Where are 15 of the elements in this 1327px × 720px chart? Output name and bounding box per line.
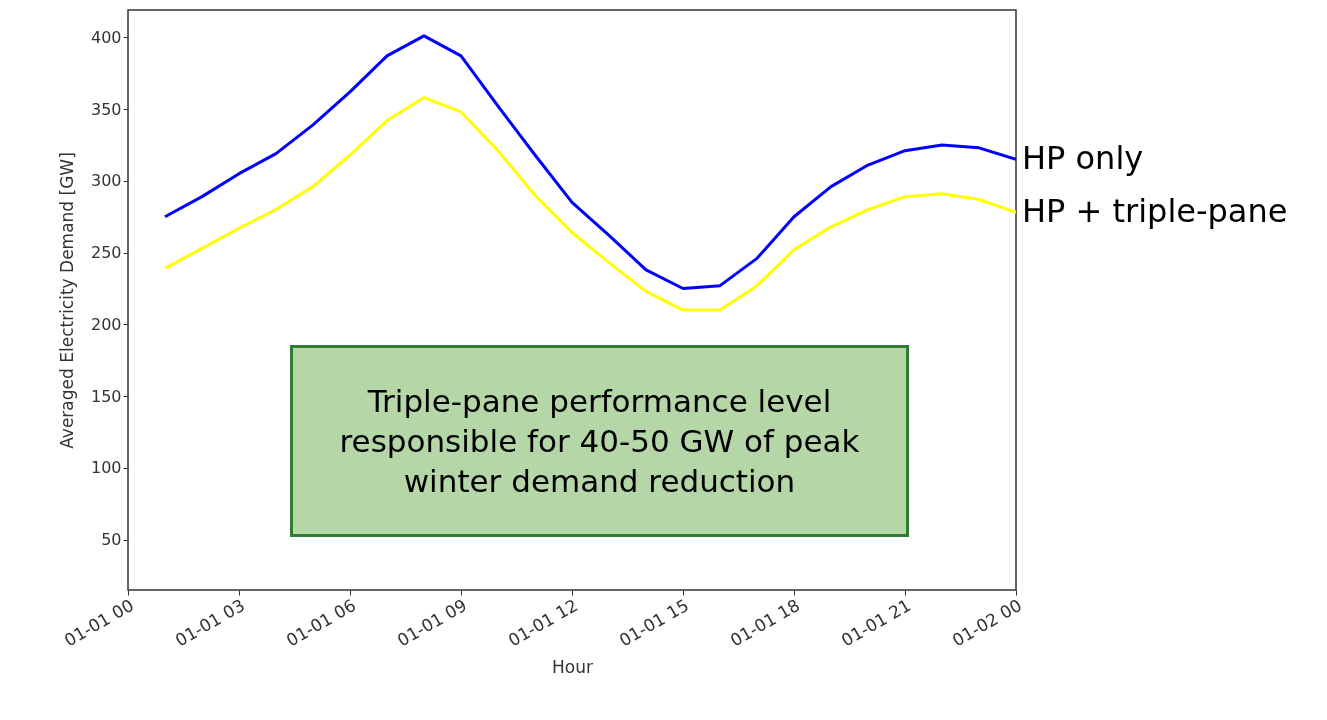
y-tick-label: 100	[90, 458, 122, 478]
y-tick-label: 400	[90, 27, 122, 47]
y-axis-title: Averaged Electricity Demand [GW]	[56, 152, 77, 449]
y-tick-label: 50	[101, 530, 122, 550]
y-tick-label: 250	[90, 243, 122, 263]
y-tick-label: 200	[90, 314, 122, 334]
x-axis-title: Hour	[552, 656, 593, 677]
line-series	[163, 96, 1016, 312]
series-label: HP + triple-pane	[1022, 192, 1288, 231]
series-label: HP only	[1022, 139, 1144, 178]
line-series	[163, 34, 1016, 291]
y-tick-label: 350	[90, 99, 122, 119]
text-box: Triple-pane performance level responsible for 40-50 GW of peak winter demand reduction	[290, 345, 909, 537]
y-tick-label: 150	[90, 386, 122, 406]
y-tick-label: 300	[90, 171, 122, 191]
